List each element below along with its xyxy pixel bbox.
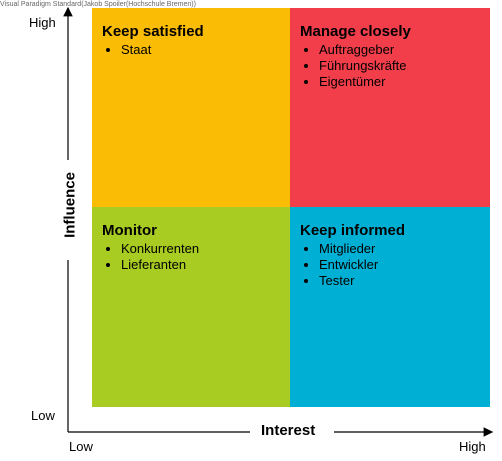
quadrant-title: Monitor (102, 222, 280, 240)
list-item: Konkurrenten (121, 241, 280, 257)
quadrant-manage-closely[interactable]: Manage closely Auftraggeber Führungskräf… (290, 8, 490, 207)
list-item: Lieferanten (121, 257, 280, 273)
list-item: Eigentümer (319, 74, 480, 90)
x-axis-low-label: Low (69, 439, 93, 454)
quadrant-title: Manage closely (300, 23, 480, 41)
list-item: Entwickler (319, 257, 480, 273)
quadrant-title: Keep informed (300, 222, 480, 240)
y-axis-low-label: Low (31, 408, 55, 423)
stakeholder-list: Staat (102, 42, 280, 58)
list-item: Auftraggeber (319, 42, 480, 58)
stakeholder-list: Mitglieder Entwickler Tester (300, 241, 480, 289)
list-item: Staat (121, 42, 280, 58)
y-axis-high-label: High (29, 15, 56, 30)
quadrant-keep-satisfied[interactable]: Keep satisfied Staat (92, 8, 290, 207)
list-item: Tester (319, 273, 480, 289)
stakeholder-list: Konkurrenten Lieferanten (102, 241, 280, 273)
list-item: Mitglieder (319, 241, 480, 257)
quadrant-monitor[interactable]: Monitor Konkurrenten Lieferanten (92, 207, 290, 407)
x-axis-high-label: High (459, 439, 486, 454)
x-axis-title: Interest (261, 422, 315, 439)
quadrant-keep-informed[interactable]: Keep informed Mitglieder Entwickler Test… (290, 207, 490, 407)
quadrant-title: Keep satisfied (102, 23, 280, 41)
list-item: Führungskräfte (319, 58, 480, 74)
stakeholder-list: Auftraggeber Führungskräfte Eigentümer (300, 42, 480, 90)
y-axis-title: Influence (62, 172, 79, 238)
